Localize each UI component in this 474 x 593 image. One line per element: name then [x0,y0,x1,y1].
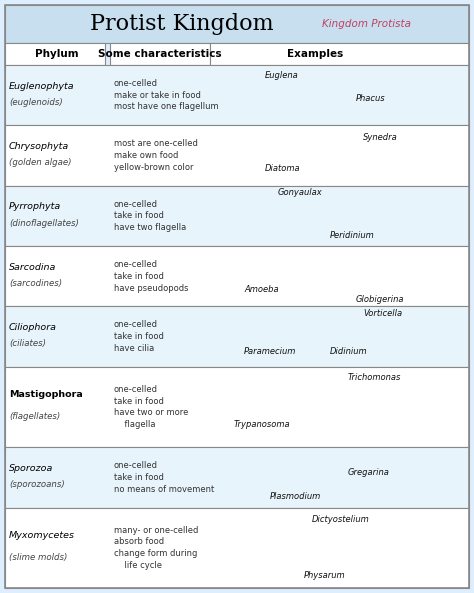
Text: Gonyaulax: Gonyaulax [278,189,322,197]
Text: (golden algae): (golden algae) [9,158,72,167]
Bar [5,366,469,447]
Text: (sarcodines): (sarcodines) [9,279,62,288]
Text: (dinoflagellates): (dinoflagellates) [9,219,79,228]
Text: Paramecium: Paramecium [244,347,296,356]
Text: Chrysophyta: Chrysophyta [9,142,69,151]
Text: Trypanosoma: Trypanosoma [234,420,291,429]
Text: Sporozoa: Sporozoa [9,464,54,473]
Bar [5,5,469,43]
Text: Protist Kingdom: Protist Kingdom [90,13,273,35]
Text: one-celled
make or take in food
most have one flagellum: one-celled make or take in food most hav… [114,79,219,111]
Text: (ciliates): (ciliates) [9,339,46,348]
Text: Some characteristics: Some characteristics [98,49,222,59]
Bar [5,65,469,125]
Text: one-celled
take in food
have cilia: one-celled take in food have cilia [114,320,164,353]
Text: Dictyostelium: Dictyostelium [311,515,369,524]
Bar [5,307,469,366]
Text: (sporozoans): (sporozoans) [9,480,65,489]
Text: many- or one-celled
absorb food
change form during
    life cycle: many- or one-celled absorb food change f… [114,525,199,570]
Text: Didinium: Didinium [329,347,367,356]
Text: (slime molds): (slime molds) [9,553,67,562]
Text: Euglenophyta: Euglenophyta [9,82,74,91]
Text: Sarcodina: Sarcodina [9,263,56,272]
Text: one-celled
take in food
have two or more
    flagella: one-celled take in food have two or more… [114,385,188,429]
Text: Pyrrophyta: Pyrrophyta [9,202,61,211]
Text: Plasmodium: Plasmodium [270,492,321,501]
Text: Phacus: Phacus [356,94,385,103]
Bar [5,246,469,307]
Text: Synedra: Synedra [363,133,398,142]
Text: Mastigophora: Mastigophora [9,390,83,400]
Text: Euglena: Euglena [265,71,299,81]
Text: Trichomonas: Trichomonas [348,374,401,382]
Bar [5,186,469,246]
Text: Myxomycetes: Myxomycetes [9,531,75,540]
Text: Ciliophora: Ciliophora [9,323,57,332]
Text: one-celled
take in food
have two flagella: one-celled take in food have two flagell… [114,200,186,232]
Bar [110,43,210,65]
Bar [5,447,469,508]
Text: Diatoma: Diatoma [265,164,301,173]
Text: (euglenoids): (euglenoids) [9,98,63,107]
Text: (flagellates): (flagellates) [9,412,60,421]
Text: Amoeba: Amoeba [244,285,279,294]
Text: Vorticella: Vorticella [363,309,402,318]
Text: Kingdom Protista: Kingdom Protista [322,19,411,29]
Bar [210,43,469,65]
Bar [5,125,469,186]
Bar [5,43,105,65]
Text: Gregarina: Gregarina [348,468,390,477]
Text: Phylum: Phylum [35,49,79,59]
Text: Physarum: Physarum [304,572,345,581]
Text: Peridinium: Peridinium [329,231,374,240]
Text: Examples: Examples [287,49,343,59]
Bar [5,508,469,588]
Text: most are one-celled
make own food
yellow-brown color: most are one-celled make own food yellow… [114,139,198,172]
Text: one-celled
take in food
no means of movement: one-celled take in food no means of move… [114,461,214,493]
Text: Globigerina: Globigerina [356,295,404,304]
Text: one-celled
take in food
have pseudopods: one-celled take in food have pseudopods [114,260,189,292]
